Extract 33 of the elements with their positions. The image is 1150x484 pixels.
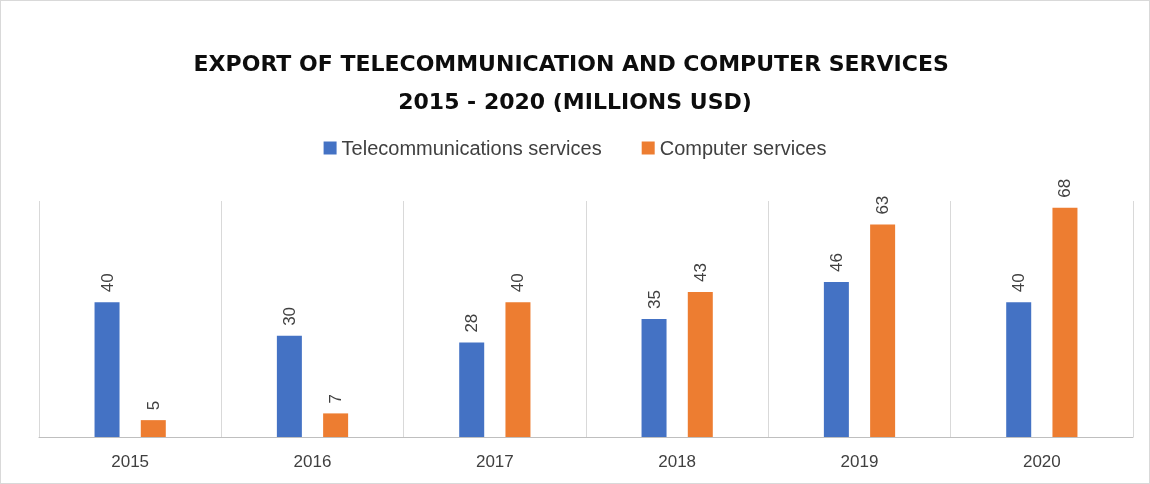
x-tick-label: 2017 <box>475 452 514 471</box>
bar <box>687 292 713 437</box>
data-label: 40 <box>97 273 117 293</box>
data-label: 40 <box>1009 273 1029 293</box>
data-label: 63 <box>873 195 893 215</box>
bar <box>870 224 896 437</box>
data-label: 35 <box>644 290 664 309</box>
chart-title: EXPORT OF TELECOMMUNICATION AND COMPUTER SERVICES 2015 - 2020 (MILLIONS USD) <box>193 50 957 114</box>
data-label: 46 <box>826 252 846 272</box>
x-tick-label: 2018 <box>658 452 697 471</box>
x-tick-label: 2020 <box>1022 452 1061 471</box>
x-tick-label: 2019 <box>840 452 879 471</box>
data-label: 28 <box>462 313 482 333</box>
bar <box>459 342 485 437</box>
legend-label: Telecommunications services <box>341 137 602 159</box>
bar <box>94 302 120 437</box>
bar <box>823 281 849 437</box>
data-label: 40 <box>508 273 528 293</box>
bar <box>1052 207 1078 437</box>
bar <box>505 302 531 437</box>
data-label: 68 <box>1055 178 1075 198</box>
bar <box>641 319 667 437</box>
bar <box>323 413 349 437</box>
bar <box>276 335 302 437</box>
data-label: 30 <box>279 306 299 326</box>
bar <box>1006 302 1032 437</box>
data-label: 43 <box>690 263 710 283</box>
x-tick-label: 2016 <box>293 452 332 471</box>
data-label: 7 <box>326 393 346 404</box>
legend-label: Computer services <box>659 137 827 159</box>
x-tick-label: 2015 <box>111 452 150 471</box>
data-label: 5 <box>143 400 163 411</box>
bar <box>140 420 166 437</box>
